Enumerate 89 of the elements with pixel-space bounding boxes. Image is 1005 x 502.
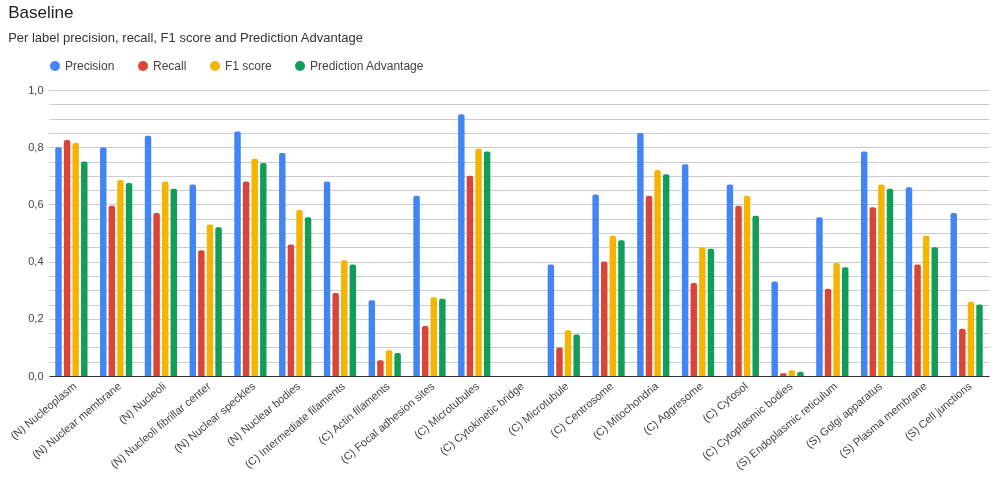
bar	[125, 182, 133, 376]
bar	[341, 260, 348, 376]
bar	[654, 170, 661, 376]
chart-title: Baseline	[8, 3, 74, 22]
bar	[771, 281, 778, 376]
bar	[251, 158, 258, 376]
bar	[466, 175, 474, 376]
bar	[662, 174, 670, 376]
bar	[430, 297, 437, 376]
bar	[215, 227, 222, 376]
bar	[967, 301, 975, 376]
bar	[699, 247, 706, 376]
bar	[564, 330, 572, 376]
bar	[618, 240, 625, 376]
bar	[368, 300, 376, 376]
bar	[556, 347, 563, 376]
bar	[726, 184, 734, 376]
bar	[824, 288, 832, 376]
bar	[601, 261, 608, 376]
y-tick-label: 0,0	[28, 369, 44, 382]
bar	[609, 235, 617, 376]
bar	[189, 184, 196, 376]
bar	[242, 181, 250, 376]
bar	[547, 264, 555, 376]
bar	[483, 151, 491, 376]
bar	[743, 195, 751, 376]
bar	[377, 360, 384, 376]
legend-label: Precision	[65, 59, 115, 73]
bar	[645, 195, 653, 376]
bar	[394, 353, 401, 376]
bar	[959, 328, 966, 376]
bar	[707, 248, 715, 376]
bar	[869, 207, 877, 376]
bar	[950, 212, 957, 376]
bar	[153, 212, 160, 376]
bar	[117, 180, 124, 376]
bar	[922, 235, 930, 376]
bar	[886, 188, 894, 376]
bar	[161, 181, 169, 376]
bar	[296, 210, 303, 376]
bar	[63, 140, 71, 376]
bar	[816, 217, 823, 376]
bar	[323, 181, 331, 376]
bar	[931, 247, 938, 376]
bar	[100, 147, 107, 376]
bar	[905, 187, 913, 376]
bar	[914, 264, 921, 376]
y-tick-label: 0,8	[28, 140, 44, 153]
bar	[72, 142, 79, 376]
bar	[637, 132, 644, 376]
bar	[234, 131, 241, 376]
bar	[878, 184, 885, 376]
legend-label: F1 score	[225, 59, 273, 73]
bar	[304, 217, 312, 376]
y-tick-label: 1,0	[28, 83, 44, 96]
bar	[81, 161, 88, 376]
bar	[421, 325, 429, 376]
bar	[690, 283, 697, 376]
bar	[385, 350, 393, 376]
bar	[287, 244, 295, 376]
bar	[592, 194, 599, 376]
bar	[170, 188, 178, 376]
bar	[439, 298, 446, 376]
bar	[752, 215, 759, 376]
bar	[198, 250, 205, 376]
bar	[144, 135, 152, 376]
bar	[976, 304, 983, 376]
y-tick-label: 0,4	[28, 255, 44, 268]
bar	[681, 164, 689, 376]
bar	[735, 205, 742, 376]
bar	[349, 264, 357, 376]
bar	[842, 267, 849, 376]
bar	[413, 195, 420, 376]
legend-label: Prediction Advantage	[310, 59, 424, 73]
bar	[833, 263, 840, 376]
bar	[573, 334, 580, 376]
bar	[458, 114, 465, 376]
bar	[475, 148, 482, 376]
bar	[332, 293, 339, 376]
chart-subtitle: Per label precision, recall, F1 score and Prediction Advantage	[8, 30, 363, 45]
bar	[260, 162, 267, 376]
bar	[860, 151, 868, 376]
y-tick-label: 0,6	[28, 197, 44, 210]
bar	[108, 205, 116, 376]
y-tick-label: 0,2	[28, 312, 44, 325]
bar	[206, 224, 214, 376]
bar	[55, 147, 62, 376]
bar	[279, 152, 286, 376]
legend-label: Recall	[153, 59, 187, 73]
